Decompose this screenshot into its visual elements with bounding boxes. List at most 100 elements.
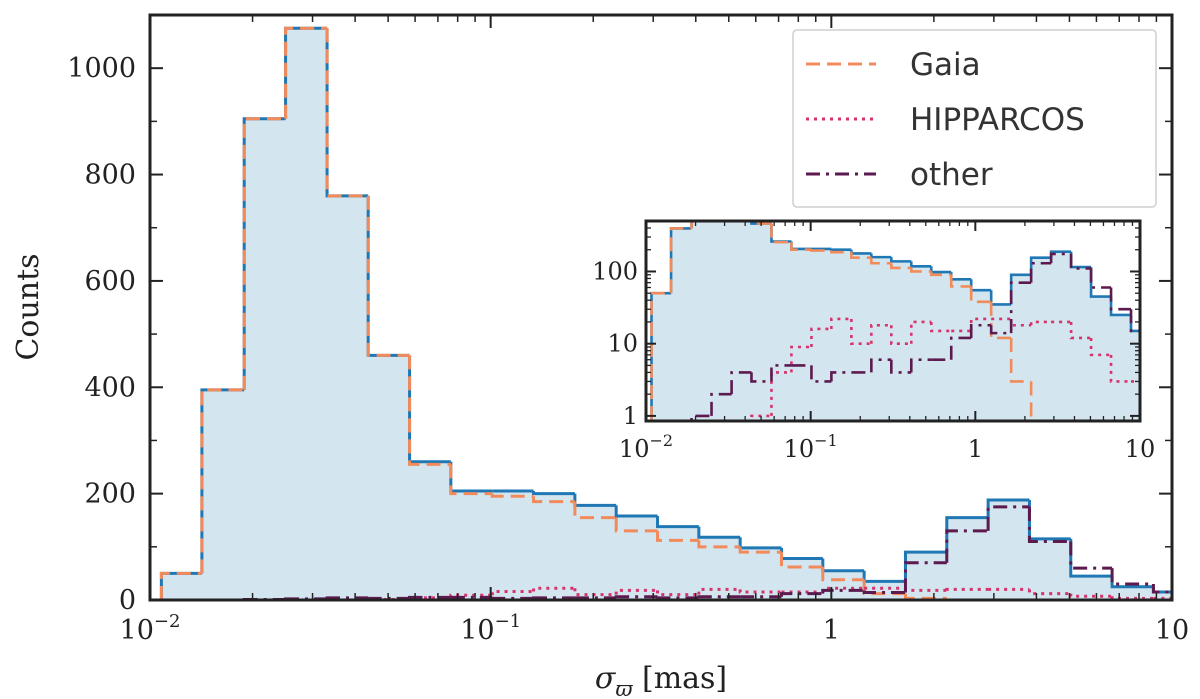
main-bin-hipparcos-10 [573, 588, 617, 597]
main-bin-hipparcos-14 [738, 589, 782, 594]
x-tick-label-1: 10−1 [460, 611, 521, 646]
inset-bin-gaia-11 [870, 257, 892, 265]
main-bin-hipparcos-22 [1069, 593, 1113, 598]
main-bin-other-21 [1027, 506, 1071, 543]
main-bin-all-21 [1027, 500, 1071, 541]
inset-bin-gaia-4 [732, 197, 752, 208]
inset-bin-gaia-12 [890, 263, 912, 270]
main-bin-all-4 [325, 28, 369, 198]
inset-x-tick-label-2: 1 [968, 435, 983, 463]
inset-bin-hipparcos-11 [870, 323, 892, 344]
main-bin-other-20 [986, 505, 1030, 531]
main-bin-all-20 [986, 498, 1030, 518]
inset-bin-other-21 [1069, 253, 1092, 270]
main-bin-gaia-7 [449, 464, 493, 496]
inset-bin-gaia-0 [650, 291, 672, 421]
main-bin-hipparcos-19 [945, 587, 989, 591]
inset-bin-hipparcos-6 [770, 371, 792, 416]
main-plot-frame [148, 13, 1174, 602]
inset-bin-gaia-9 [830, 250, 852, 254]
y-tick-label-600: 600 [84, 266, 136, 297]
legend-label-hipparcos: HIPPARCOS [910, 102, 1085, 138]
x-axis-title: σϖ [mas] [595, 661, 727, 699]
inset-bin-other-24 [1129, 309, 1140, 333]
main-bin-hipparcos-21 [1027, 589, 1071, 596]
inset-x-tick-label-1: 10−1 [784, 431, 838, 463]
main-bin-all-6 [408, 355, 451, 464]
main-bin-hipparcos-23 [1110, 596, 1154, 600]
inset-bin-other-20 [1049, 252, 1072, 264]
inset-bin-hipparcos-5 [750, 414, 772, 421]
main-bin-gaia-10 [573, 501, 617, 520]
main-bin-gaia-8 [490, 493, 534, 498]
inset-bin-other-18 [1009, 281, 1032, 334]
main-bin-gaia-12 [656, 530, 699, 542]
main-plot-area: 0 200 400 600 800 1000 10−2 10−1 1 10 [67, 13, 1189, 646]
inset-bin-hipparcos-19 [1029, 320, 1052, 326]
inset-bin-all-3 [712, 197, 732, 202]
main-bin-other-24 [1151, 584, 1172, 594]
main-bin-hipparcos-11 [614, 588, 658, 595]
inset-bin-all-12 [890, 257, 912, 263]
inset-bin-gaia-1 [669, 227, 692, 294]
y-tick-label-800: 800 [84, 160, 136, 191]
main-bin-gaia-2 [242, 117, 286, 390]
inset-bin-hipparcos-9 [830, 317, 852, 329]
inset-bin-hipparcos-22 [1089, 337, 1112, 357]
inset-bin-other-4 [730, 371, 752, 395]
legend: Gaia HIPPARCOS other [792, 29, 1157, 208]
y-tick-label-1000: 1000 [67, 53, 136, 84]
main-bin-all-10 [573, 493, 617, 507]
inset-bin-hipparcos-8 [810, 327, 832, 347]
inset-area-all [651, 221, 1140, 421]
main-bin-all-11 [614, 505, 658, 518]
inset-bin-other-5 [750, 372, 772, 383]
inset-bin-other-11 [870, 358, 892, 373]
inset-bin-hipparcos-23 [1109, 354, 1132, 383]
inset-y-tick-label-2: 100 [592, 257, 638, 285]
main-bin-other-8 [490, 596, 534, 600]
x-tick-label-2: 1 [823, 615, 840, 646]
inset-bin-hipparcos-14 [929, 321, 952, 333]
inset-bin-other-15 [949, 336, 972, 360]
main-bin-gaia-18 [903, 593, 947, 600]
inset-y-tick-label-0: 1 [623, 402, 638, 430]
inset-bin-gaia-5 [750, 221, 772, 225]
inset-bin-other-23 [1109, 287, 1132, 311]
legend-box [792, 29, 1157, 208]
inset-log-plot: 1 10 100 10−2 10−1 1 10 [592, 197, 1155, 463]
inset-bin-hipparcos-12 [890, 325, 912, 345]
main-bin-gaia-14 [738, 546, 782, 554]
main-bin-all-12 [656, 515, 699, 529]
inset-bin-all-4 [732, 197, 752, 208]
x-tick-label-0: 10−2 [120, 611, 181, 646]
main-bin-other-9 [532, 596, 575, 600]
main-bin-gaia-9 [532, 496, 575, 504]
main-bin-other-16 [821, 588, 865, 594]
main-bin-gaia-16 [821, 567, 865, 582]
main-area-all [161, 28, 1172, 600]
inset-bin-hipparcos-16 [969, 317, 992, 331]
inset-bin-other-6 [770, 364, 792, 382]
inset-bin-other-13 [909, 358, 932, 373]
main-bin-hipparcos-8 [490, 589, 534, 596]
inset-bin-other-22 [1089, 268, 1112, 289]
main-bin-other-19 [945, 529, 989, 563]
main-bin-gaia-13 [697, 540, 741, 549]
main-bin-all-15 [779, 547, 823, 561]
y-tick-label-0: 0 [119, 585, 136, 616]
main-bin-hipparcos-13 [697, 587, 741, 595]
main-bin-other-18 [903, 561, 947, 593]
inset-bin-all-11 [870, 253, 892, 259]
inset-bin-all-13 [909, 261, 932, 268]
legend-entry-hipparcos: HIPPARCOS [806, 102, 1085, 138]
main-bin-other-11 [614, 595, 658, 599]
main-bin-other-17 [862, 590, 906, 595]
x-axis-title-symbol: σ [595, 661, 617, 696]
inset-bin-gaia-7 [790, 242, 812, 252]
main-bin-gaia-15 [779, 552, 823, 569]
inset-bin-gaia-3 [712, 197, 732, 202]
main-bin-other-5 [366, 596, 410, 600]
inset-bin-gaia-10 [850, 252, 872, 260]
inset-bin-other-2 [690, 414, 712, 421]
